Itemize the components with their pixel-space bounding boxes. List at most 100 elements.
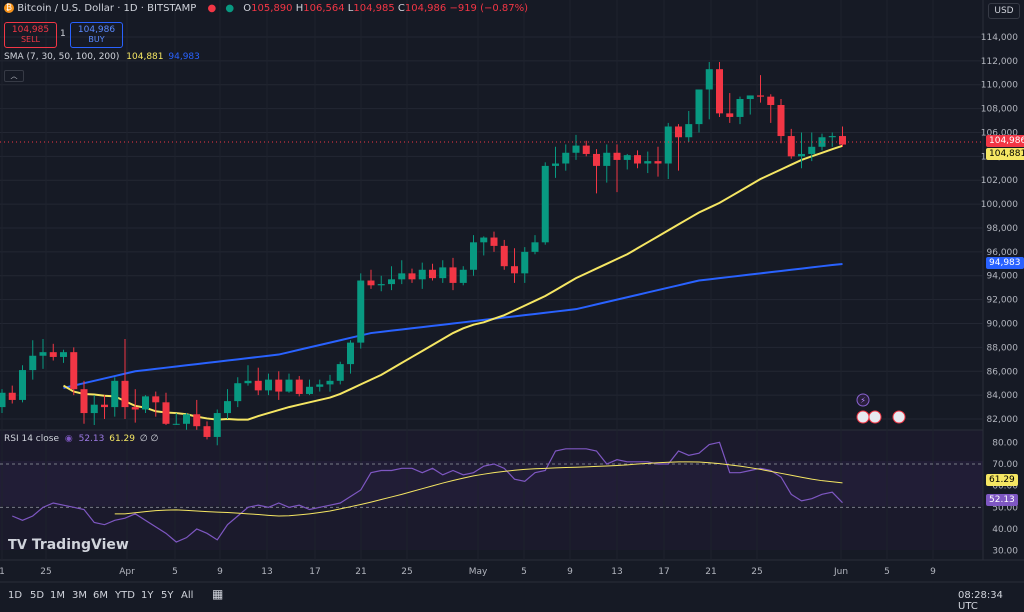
sma30-price-tag: 104,881 <box>986 148 1024 160</box>
candle-body <box>664 126 672 164</box>
candle-body <box>572 145 580 153</box>
timeframe-button[interactable]: 5D <box>30 590 45 601</box>
time-tick-label: 17 <box>658 567 669 577</box>
candle-body <box>408 273 416 280</box>
candle-body <box>593 153 600 166</box>
price-tick-label: 108,000 <box>981 105 1018 115</box>
time-tick-label: 17 <box>309 567 320 577</box>
timeframe-button[interactable]: YTD <box>115 590 135 601</box>
candle-body <box>808 146 816 154</box>
candle-body <box>500 245 508 267</box>
sma-200-path <box>63 263 843 389</box>
timeframe-button[interactable]: 1M <box>50 590 65 601</box>
candle-body <box>60 352 67 357</box>
sma200-price-tag: 94,983 <box>986 257 1024 269</box>
calendar-icon[interactable]: ▦ <box>212 587 224 601</box>
rsi-lines <box>12 441 843 543</box>
candle-body <box>490 237 498 246</box>
price-tick-label: 86,000 <box>987 367 1019 377</box>
candle-body <box>203 426 211 437</box>
lightning-glyph: ⚡ <box>860 396 866 405</box>
time-tick-label: 5 <box>172 567 178 577</box>
rsi-tick-label: 30.00 <box>992 547 1018 557</box>
timeframe-button[interactable]: 3M <box>72 590 87 601</box>
spread-value: 1 <box>60 29 66 39</box>
candle-body <box>19 370 26 400</box>
rsi-legend[interactable]: RSI 14 close ◉ 52.13 61.29 ∅ ∅ <box>4 434 159 444</box>
price-tick-label: 102,000 <box>981 176 1018 186</box>
symbol-title: Bitcoin / U.S. Dollar · 1D · BITSTAMP <box>17 3 197 14</box>
time-axis: 1 25 Apr 5 9 13 17 21 25 May 5 9 13 17 21 25 Jun 5 9 <box>0 567 936 577</box>
candle-body <box>172 423 180 425</box>
timeframe-button[interactable]: 1D <box>8 590 23 601</box>
sma-200-line <box>63 263 843 389</box>
time-tick-label: 21 <box>355 567 366 577</box>
rsi-tag: 52.13 <box>986 494 1018 506</box>
candle-body <box>265 379 272 391</box>
candle-body <box>101 404 108 408</box>
rsi-tick-label: 70.00 <box>992 460 1018 470</box>
candle-body <box>726 113 734 117</box>
sell-button[interactable]: 104,985 SELL <box>4 22 57 48</box>
chevron-up-icon: ︿ <box>10 72 18 80</box>
candle-body <box>511 266 518 274</box>
symbol-header[interactable]: ₿ Bitcoin / U.S. Dollar · 1D · BITSTAMP … <box>4 3 528 14</box>
candle-body <box>336 364 344 381</box>
timeframe-button[interactable]: All <box>181 590 194 601</box>
flag-icon <box>868 410 882 424</box>
price-tick-label: 110,000 <box>981 81 1018 91</box>
candle-body <box>39 352 47 356</box>
rsi-path <box>12 441 843 543</box>
time-tick-label: 5 <box>884 567 890 577</box>
collapse-legend-button[interactable]: ︿ <box>4 70 24 82</box>
timeframe-button[interactable]: 5Y <box>161 590 174 601</box>
flag-icon <box>892 410 906 424</box>
candle-body <box>439 267 447 279</box>
price-tick-label: 114,000 <box>981 33 1018 43</box>
price-tick-label: 88,000 <box>987 343 1019 353</box>
candle-body <box>736 99 744 117</box>
candle-body <box>798 153 805 157</box>
candle-body <box>295 379 303 394</box>
price-tick-label: 98,000 <box>987 224 1019 234</box>
candle-body <box>582 145 590 154</box>
candles <box>0 62 846 446</box>
candle-body <box>828 136 836 138</box>
candle-body <box>80 389 88 414</box>
rsi-tick-label: 60.00 <box>992 482 1018 492</box>
candle-body <box>480 237 488 243</box>
candle-body <box>634 155 641 164</box>
candle-body <box>654 161 662 164</box>
flag-icon <box>856 410 870 424</box>
clock[interactable]: 08:28:34 UTC <box>958 590 1003 612</box>
price-tick-label: 112,000 <box>981 57 1018 67</box>
price-tick-label: 94,000 <box>987 272 1019 282</box>
price-axis: 82,000 84,000 86,000 88,000 90,000 92,000 94,0… <box>981 33 1018 425</box>
buy-button[interactable]: 104,986 BUY <box>70 22 123 48</box>
candle-body <box>418 269 426 280</box>
candle-body <box>131 407 139 410</box>
candle-body <box>224 401 231 414</box>
time-tick-label: 13 <box>261 567 272 577</box>
currency-select[interactable]: USD <box>988 3 1020 19</box>
events[interactable]: ⚡ <box>856 393 906 424</box>
tradingview-icon: 𝗧𝗩 <box>8 538 27 553</box>
price-tick-label: 100,000 <box>981 200 1018 210</box>
candle-body <box>152 396 160 403</box>
time-tick-label: 21 <box>705 567 716 577</box>
candle-body <box>777 105 785 137</box>
timeframe-button[interactable]: 1Y <box>141 590 154 601</box>
status-dot-icon: ● <box>225 3 235 14</box>
rsi-ma-tag: 61.29 <box>986 474 1018 486</box>
bitcoin-icon: ₿ <box>4 3 14 13</box>
candle-body <box>470 242 477 270</box>
time-tick-label: 5 <box>521 567 527 577</box>
sma-legend[interactable]: SMA (7, 30, 50, 100, 200) 104,881 94,983 <box>4 52 200 62</box>
candle-body <box>531 242 539 252</box>
candle-body <box>142 396 149 410</box>
rsi-ma-path <box>114 461 843 517</box>
candle-body <box>644 161 652 164</box>
timeframe-button[interactable]: 6M <box>93 590 108 601</box>
rsi-grid: 30.00 40.00 50.00 60.00 70.00 80.00 <box>0 438 1018 557</box>
